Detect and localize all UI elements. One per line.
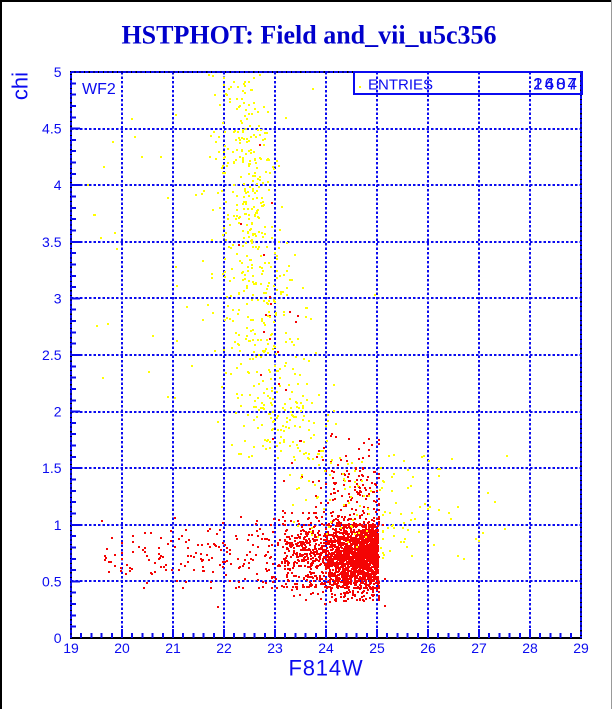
- svg-text:HSTPHOT: Field and_vii_u5c356: HSTPHOT: Field and_vii_u5c356: [121, 21, 496, 50]
- svg-text:0: 0: [54, 630, 62, 646]
- svg-text:chi: chi: [8, 72, 33, 100]
- svg-text:19: 19: [63, 640, 79, 656]
- svg-text:5: 5: [54, 64, 62, 80]
- svg-text:4.5: 4.5: [42, 121, 62, 137]
- svg-text:24: 24: [318, 640, 334, 656]
- svg-text:21: 21: [165, 640, 181, 656]
- svg-text:26: 26: [420, 640, 436, 656]
- svg-text:2607: 2607: [533, 75, 579, 94]
- svg-text:WF2: WF2: [82, 81, 116, 98]
- svg-text:0.5: 0.5: [42, 573, 62, 589]
- svg-text:1484: 1484: [533, 75, 579, 94]
- svg-text:F814W: F814W: [289, 656, 364, 681]
- svg-text:1: 1: [54, 517, 62, 533]
- svg-text:2.5: 2.5: [42, 347, 62, 363]
- svg-text:22: 22: [216, 640, 232, 656]
- svg-text:29: 29: [573, 640, 589, 656]
- svg-text:20: 20: [114, 640, 130, 656]
- svg-text:1.5: 1.5: [42, 460, 62, 476]
- svg-text:25: 25: [369, 640, 385, 656]
- svg-text:27: 27: [471, 640, 487, 656]
- svg-text:3: 3: [54, 290, 62, 306]
- svg-text:4: 4: [54, 177, 62, 193]
- svg-text:2: 2: [54, 404, 62, 420]
- svg-text:23: 23: [267, 640, 283, 656]
- svg-text:28: 28: [522, 640, 538, 656]
- svg-text:3.5: 3.5: [42, 234, 62, 250]
- svg-text:ENTRIES: ENTRIES: [368, 77, 433, 94]
